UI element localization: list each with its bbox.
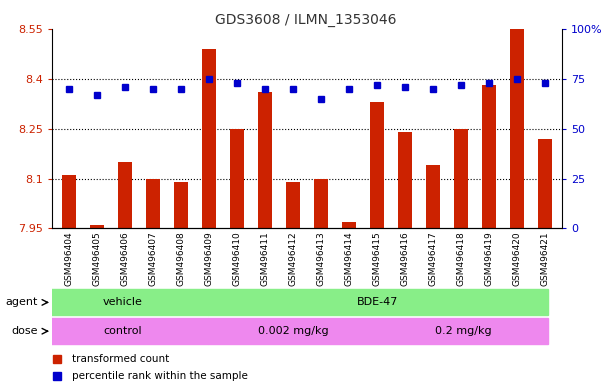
Text: agent: agent xyxy=(5,297,38,308)
Bar xyxy=(370,102,384,228)
Text: GSM496409: GSM496409 xyxy=(205,232,213,286)
Text: GDS3608 / ILMN_1353046: GDS3608 / ILMN_1353046 xyxy=(214,13,397,27)
Bar xyxy=(258,92,272,228)
Text: control: control xyxy=(103,326,142,336)
Bar xyxy=(202,49,216,228)
Bar xyxy=(454,129,468,228)
Text: transformed count: transformed count xyxy=(72,354,170,364)
Text: GSM496404: GSM496404 xyxy=(64,232,73,286)
Text: GSM496419: GSM496419 xyxy=(485,232,494,286)
Bar xyxy=(90,225,104,228)
Text: GSM496411: GSM496411 xyxy=(260,232,269,286)
Text: GSM496415: GSM496415 xyxy=(373,232,382,286)
Bar xyxy=(314,179,328,228)
Bar xyxy=(286,182,300,228)
Bar xyxy=(230,129,244,228)
FancyBboxPatch shape xyxy=(208,318,378,344)
Text: GSM496416: GSM496416 xyxy=(401,232,409,286)
Text: GSM496405: GSM496405 xyxy=(92,232,101,286)
Bar xyxy=(146,179,160,228)
Text: GSM496418: GSM496418 xyxy=(456,232,466,286)
Bar xyxy=(62,175,76,228)
Text: 0.002 mg/kg: 0.002 mg/kg xyxy=(258,326,328,336)
Text: GSM496420: GSM496420 xyxy=(513,232,522,286)
Text: GSM496413: GSM496413 xyxy=(316,232,326,286)
Bar xyxy=(174,182,188,228)
Bar xyxy=(538,139,552,228)
Text: vehicle: vehicle xyxy=(103,297,143,308)
Text: GSM496414: GSM496414 xyxy=(345,232,354,286)
Text: GSM496408: GSM496408 xyxy=(177,232,185,286)
FancyBboxPatch shape xyxy=(38,318,208,344)
Bar xyxy=(118,162,132,228)
Bar xyxy=(426,165,440,228)
Text: GSM496417: GSM496417 xyxy=(429,232,437,286)
Text: GSM496406: GSM496406 xyxy=(120,232,130,286)
Text: GSM496407: GSM496407 xyxy=(148,232,158,286)
Text: 0.2 mg/kg: 0.2 mg/kg xyxy=(434,326,491,336)
Text: GSM496421: GSM496421 xyxy=(541,232,550,286)
Bar xyxy=(398,132,412,228)
FancyBboxPatch shape xyxy=(378,318,548,344)
Bar xyxy=(342,222,356,228)
Text: BDE-47: BDE-47 xyxy=(357,297,398,308)
Text: GSM496412: GSM496412 xyxy=(288,232,298,286)
FancyBboxPatch shape xyxy=(208,290,548,315)
Text: GSM496410: GSM496410 xyxy=(232,232,241,286)
FancyBboxPatch shape xyxy=(38,290,208,315)
Bar xyxy=(482,85,496,228)
Text: percentile rank within the sample: percentile rank within the sample xyxy=(72,371,248,381)
Bar xyxy=(510,29,524,228)
Text: dose: dose xyxy=(11,326,38,336)
